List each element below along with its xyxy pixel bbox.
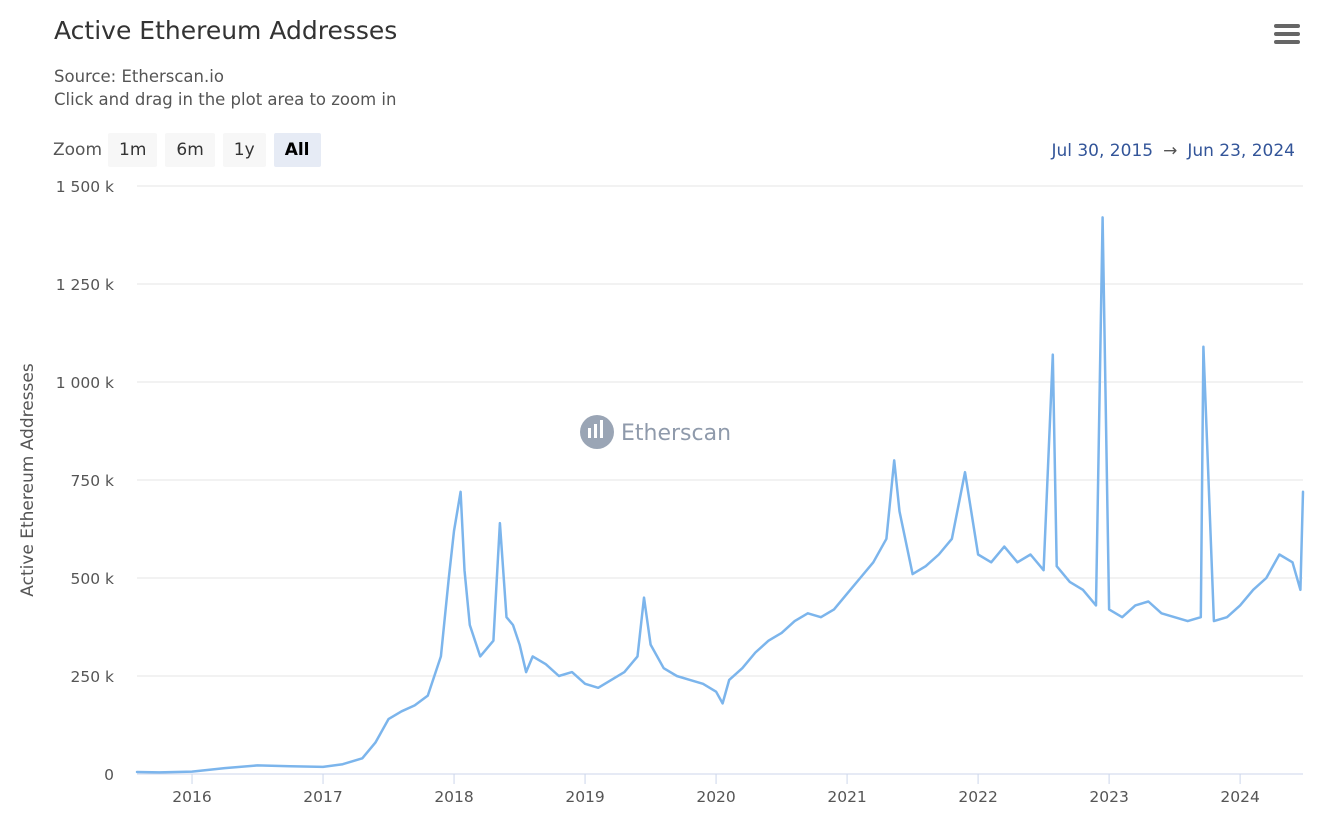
x-tick-label: 2017 — [303, 788, 342, 806]
series-group — [135, 216, 1305, 774]
y-tick-label: 750 k — [71, 472, 115, 490]
range-to-input[interactable]: Jun 23, 2024 — [1187, 141, 1295, 161]
x-tick-label: 2016 — [172, 788, 211, 806]
y-tick-label: 1 000 k — [56, 374, 114, 392]
x-tick-label: 2020 — [696, 788, 735, 806]
y-tick-label: 1 250 k — [56, 276, 114, 294]
menu-bar — [1274, 24, 1300, 28]
x-tick-label: 2023 — [1089, 788, 1128, 806]
zoom-selector: Zoom 1m 6m 1y All — [53, 133, 329, 167]
y-axis: 0 250 k 500 k 750 k 1 000 k 1 250 k 1 500 k — [56, 178, 114, 784]
chart-subtitle: Source: Etherscan.io Click and drag in t… — [54, 65, 396, 111]
y-axis-label: Active Ethereum Addresses — [18, 363, 38, 597]
y-tick-label: 0 — [104, 766, 114, 784]
logo-bar — [594, 424, 597, 438]
hamburger-menu-icon[interactable] — [1272, 24, 1302, 50]
x-tick-label: 2018 — [434, 788, 473, 806]
menu-bar — [1274, 32, 1300, 36]
source-text: Source: Etherscan.io — [54, 67, 224, 86]
x-axis: 2016 2017 2018 2019 2020 2021 2022 2023 2024 — [137, 773, 1303, 806]
page-title: Active Ethereum Addresses — [54, 16, 398, 45]
y-tick-label: 500 k — [71, 570, 115, 588]
menu-bar — [1274, 40, 1300, 44]
range-from-input[interactable]: Jul 30, 2015 — [1051, 141, 1154, 161]
zoom-hint-text: Click and drag in the plot area to zoom … — [54, 90, 397, 109]
zoom-all-button[interactable]: All — [273, 133, 321, 167]
x-tick-label: 2021 — [827, 788, 866, 806]
zoom-6m-button[interactable]: 6m — [165, 133, 215, 167]
grid-lines — [137, 185, 1303, 775]
logo-bar — [588, 428, 591, 438]
y-tick-label: 1 500 k — [56, 178, 114, 196]
watermark-text: Etherscan — [621, 421, 731, 446]
zoom-label: Zoom — [53, 140, 103, 160]
x-tick-label: 2022 — [958, 788, 997, 806]
series-line — [135, 216, 1305, 774]
x-tick-label: 2019 — [565, 788, 604, 806]
date-range: Jul 30, 2015 → Jun 23, 2024 — [1051, 141, 1295, 161]
watermark: Etherscan — [580, 415, 731, 449]
x-tick-label: 2024 — [1220, 788, 1259, 806]
logo-bar — [600, 420, 603, 438]
y-tick-label: 250 k — [71, 668, 115, 686]
range-arrow: → — [1163, 141, 1178, 161]
zoom-1m-button[interactable]: 1m — [108, 133, 158, 167]
zoom-1y-button[interactable]: 1y — [222, 133, 266, 167]
